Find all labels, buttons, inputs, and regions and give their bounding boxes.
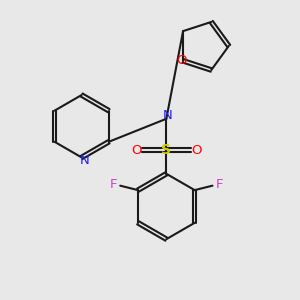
Text: N: N (163, 109, 173, 122)
Text: S: S (161, 143, 171, 157)
Text: F: F (110, 178, 117, 191)
Text: O: O (176, 54, 187, 67)
Text: O: O (131, 143, 142, 157)
Text: O: O (191, 143, 201, 157)
Text: N: N (80, 154, 89, 167)
Text: F: F (215, 178, 223, 191)
